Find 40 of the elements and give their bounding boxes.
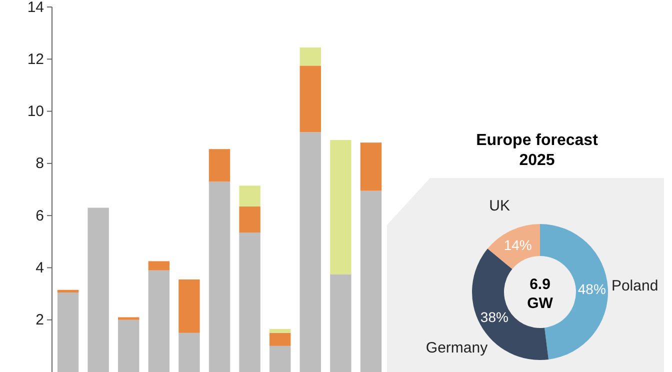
bar: [269, 346, 291, 372]
y-tick-label: 14: [27, 0, 44, 16]
slice-label: UK: [489, 198, 510, 215]
bar: [239, 186, 260, 206]
y-tick-label: 12: [27, 50, 44, 68]
bar: [57, 290, 79, 292]
bar: [239, 206, 260, 233]
bar: [300, 47, 321, 66]
bar: [269, 328, 291, 333]
bar: [208, 149, 230, 182]
bar: [239, 232, 260, 372]
data-label: 14%: [504, 236, 532, 253]
text: 6.9 GW: [527, 276, 554, 312]
bar: [300, 66, 321, 132]
y-tick-label: 2: [36, 312, 44, 329]
slice-label: Poland: [611, 278, 658, 295]
data-label: 38%: [480, 309, 508, 326]
donut-slice: [488, 224, 540, 270]
bar: [360, 190, 382, 372]
bar: [57, 292, 79, 372]
bar: [300, 132, 321, 372]
data-label: 48%: [578, 280, 606, 297]
bar: [360, 142, 382, 191]
bar: [178, 279, 200, 333]
bar: [88, 208, 109, 372]
bar: [330, 274, 352, 372]
bar: [148, 261, 170, 270]
bar: [118, 320, 140, 372]
slice-label: Germany: [426, 339, 488, 356]
bar: [178, 332, 200, 372]
y-tick-label: 4: [36, 260, 44, 277]
y-tick-label: 8: [36, 155, 44, 172]
y-tick-label: 6: [36, 207, 44, 224]
bar: [148, 270, 170, 372]
bar: [118, 317, 140, 320]
y-tick-label: 10: [27, 103, 44, 120]
bar: [208, 182, 230, 372]
bar: [269, 332, 291, 346]
bar: [330, 140, 352, 274]
chart-title: Europe forecast 2025: [476, 132, 599, 169]
